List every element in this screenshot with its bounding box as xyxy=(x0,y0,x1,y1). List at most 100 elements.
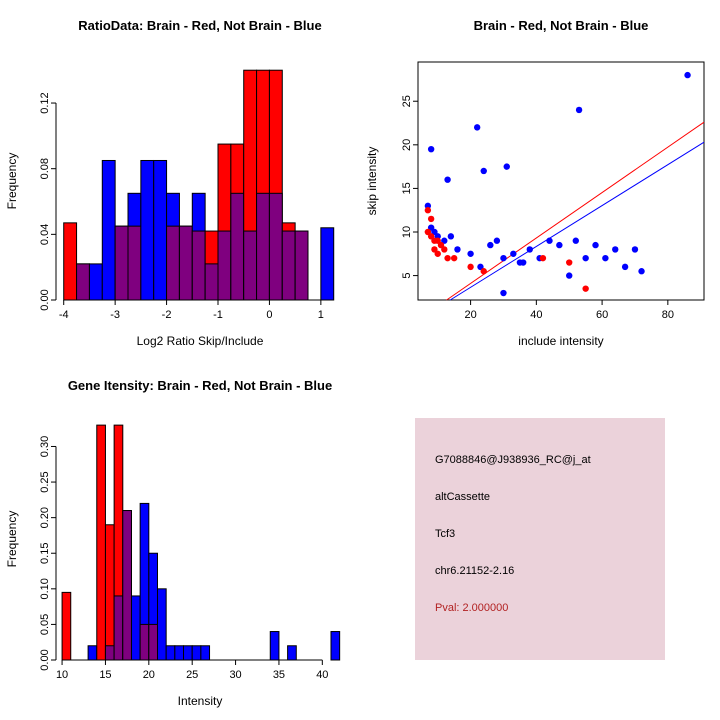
blue-scatter-point xyxy=(572,237,579,244)
red-scatter-point xyxy=(434,237,441,244)
red-scatter-point xyxy=(434,250,441,257)
y-tick-label: 0.10 xyxy=(39,578,51,599)
locus-text: chr6.21152-2.16 xyxy=(435,565,515,577)
blue-scatter-point xyxy=(454,246,461,253)
chart-title: RatioData: Brain - Red, Not Brain - Blue xyxy=(78,18,321,33)
y-tick-label: 25 xyxy=(401,95,413,107)
red-hist-bar xyxy=(63,222,78,301)
plot-box xyxy=(417,61,705,301)
blue-scatter-point xyxy=(427,145,435,153)
red-scatter-point xyxy=(566,259,573,266)
red-scatter-point xyxy=(437,241,445,249)
red-scatter-point xyxy=(424,228,432,236)
y-tick-label: 0.00 xyxy=(39,289,51,310)
red-scatter-point xyxy=(539,254,547,262)
blue-scatter-point xyxy=(621,263,629,271)
red-scatter-point xyxy=(444,254,451,262)
chart-title: Brain - Red, Not Brain - Blue xyxy=(474,18,649,33)
blue-hist-bar xyxy=(101,159,116,301)
y-tick-label: 0.04 xyxy=(39,224,51,245)
overlap-hist-bar xyxy=(178,225,193,301)
y-tick-label: 0.00 xyxy=(39,649,51,670)
y-axis-label: skip intensity xyxy=(365,147,379,216)
ratio-histogram-chart: -4 -3 -2 -1 0 1 0.00 0.04 0.08 0.12 RatioData: Bra… xyxy=(5,18,335,348)
blue-scatter-point xyxy=(519,259,527,266)
overlap-hist-bar xyxy=(114,225,129,301)
x-tick-label: 10 xyxy=(56,669,68,681)
blue-scatter-point xyxy=(441,237,448,244)
blue-scatter-point xyxy=(566,272,573,279)
overlap-hist-bar xyxy=(104,645,115,661)
red-scatter-point xyxy=(467,263,474,271)
blue-scatter-point xyxy=(602,254,609,262)
blue-scatter-point xyxy=(487,241,494,249)
y-tick-label: 0.15 xyxy=(39,543,51,564)
blue-hist-bar xyxy=(130,595,141,661)
blue-scatter-point xyxy=(477,263,484,271)
y-axis-label: Frequency xyxy=(5,153,19,210)
x-axis-label: Log2 Ratio Skip/Include xyxy=(137,334,264,348)
y-tick-label: 20 xyxy=(401,139,413,151)
red-scatter-point xyxy=(450,254,458,262)
blue-hist-bar xyxy=(287,645,297,661)
blue-scatter-point xyxy=(427,224,435,231)
overlap-hist-bar xyxy=(166,225,180,301)
red-hist-bar xyxy=(61,591,72,661)
intensity-scatter-chart: 20 40 60 80 5 10 15 20 25 Brain - Red, Not Brain … xyxy=(365,18,705,348)
pval-text: Pval: 2.000000 xyxy=(435,602,509,614)
gene-name-text: Tcf3 xyxy=(435,528,456,540)
blue-hist-bar xyxy=(330,631,341,661)
blue-scatter-point xyxy=(582,254,589,262)
red-scatter-point xyxy=(424,207,432,214)
blue-scatter-point xyxy=(480,167,487,175)
overlap-hist-bar xyxy=(127,225,142,301)
overlap-hist-bar xyxy=(122,510,132,661)
x-tick-label: 60 xyxy=(596,309,608,321)
red-scatter-point xyxy=(582,285,589,292)
blue-scatter-point xyxy=(444,176,451,183)
blue-hist-bar xyxy=(183,645,193,661)
red-scatter-point xyxy=(427,215,435,223)
blue-hist-bar xyxy=(156,588,167,661)
overlap-hist-bar xyxy=(217,230,232,301)
gene-info-box: G7088846@J938936_RC@j_at altCassette Tcf… xyxy=(415,418,665,660)
splice-type-text: altCassette xyxy=(435,491,491,503)
overlap-hist-bar xyxy=(256,192,270,301)
blue-hist-bar xyxy=(320,227,335,301)
x-tick-label: 40 xyxy=(530,309,542,321)
red-scatter-point xyxy=(427,233,435,240)
overlap-hist-bar xyxy=(243,230,258,301)
blue-hist-bar xyxy=(191,645,202,661)
blue-scatter-point xyxy=(473,124,481,131)
y-tick-label: 15 xyxy=(401,182,413,194)
blue-hist-bar xyxy=(269,631,280,661)
red-scatter-point xyxy=(441,246,448,253)
x-tick-label: 35 xyxy=(273,669,285,681)
blue-scatter-point xyxy=(638,268,645,275)
blue-hist-bar xyxy=(88,263,103,301)
x-tick-label: 30 xyxy=(229,669,241,681)
overlap-hist-bar xyxy=(204,263,219,301)
red-scatter-point xyxy=(431,246,438,253)
blue-scatter-point xyxy=(493,237,501,244)
blue-scatter-point xyxy=(684,71,691,79)
y-tick-label: 10 xyxy=(401,226,413,238)
x-tick-label: 1 xyxy=(318,309,324,321)
blue-scatter-point xyxy=(447,233,455,240)
blue-hist-bar xyxy=(140,159,155,301)
x-axis-label: Intensity xyxy=(178,694,223,708)
y-tick-label: 0.08 xyxy=(39,158,51,179)
y-tick-label: 0.30 xyxy=(39,436,51,457)
blue-scatter-point xyxy=(556,241,563,249)
x-tick-label: 0 xyxy=(266,309,272,321)
blue-scatter-point xyxy=(612,246,619,253)
x-tick-label: 25 xyxy=(186,669,198,681)
overlap-hist-bar xyxy=(76,263,90,301)
x-tick-label: 20 xyxy=(143,669,155,681)
overlap-hist-bar xyxy=(230,192,245,301)
blue-scatter-point xyxy=(500,254,507,262)
x-tick-label: 15 xyxy=(99,669,111,681)
blue-hist-bar xyxy=(87,645,98,661)
x-tick-label: -2 xyxy=(162,309,172,321)
